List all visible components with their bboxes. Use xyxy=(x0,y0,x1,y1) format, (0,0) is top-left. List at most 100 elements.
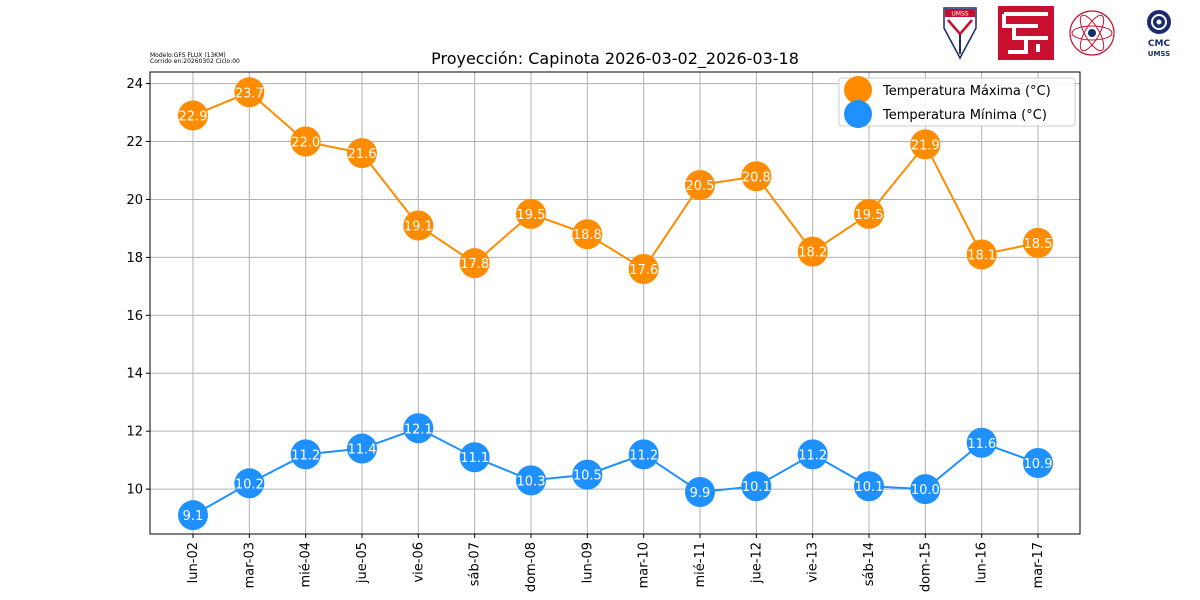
data-label: 11.4 xyxy=(348,443,377,458)
data-point xyxy=(459,442,490,473)
plot-frame xyxy=(149,71,1081,535)
legend-label: Temperatura Mínima (°C) xyxy=(882,108,1047,123)
axes: lun-02 mar-03 mié-04 jue-05 vie-06 sáb-07 dom-… xyxy=(126,77,1046,592)
data-label: 10.5 xyxy=(573,469,602,484)
legend-box xyxy=(838,77,1076,127)
x-tick-label: mié-11 xyxy=(693,542,708,588)
series-layer: 22.9 23.7 22.0 21.6 19.1 17.8 19.5 18.8 17.6 20.5… xyxy=(178,77,1053,531)
data-point xyxy=(290,126,321,157)
data-point xyxy=(347,433,377,464)
chart-title: Proyección: Capinota 2026-03-02_2026-03-… xyxy=(431,49,799,69)
data-point xyxy=(1023,227,1053,258)
legend-marker xyxy=(844,76,872,104)
data-point xyxy=(910,474,941,505)
data-label: 9.9 xyxy=(690,486,711,501)
series-line xyxy=(192,91,1039,271)
x-tick-label: lun-09 xyxy=(580,542,595,583)
data-label: 19.1 xyxy=(404,220,433,235)
data-label: 11.6 xyxy=(967,437,996,452)
data-label: 17.8 xyxy=(460,257,489,272)
data-label: 10.0 xyxy=(911,483,940,498)
x-tick-label: sáb-14 xyxy=(862,542,877,586)
data-label: 10.3 xyxy=(517,474,546,489)
data-label: 11.2 xyxy=(291,448,320,463)
x-tick-label: sáb-07 xyxy=(468,542,483,586)
data-label: 18.1 xyxy=(967,248,996,263)
red-emblem-logo xyxy=(998,6,1054,60)
data-point xyxy=(403,413,434,444)
data-label: 11.2 xyxy=(798,448,827,463)
data-point xyxy=(516,465,546,496)
data-label: 19.5 xyxy=(517,208,546,223)
data-point xyxy=(1023,448,1053,479)
data-label: 12.1 xyxy=(404,422,433,437)
data-label: 18.2 xyxy=(798,246,827,261)
x-tick-label: jue-05 xyxy=(355,542,370,584)
series-max: 22.9 23.7 22.0 21.6 19.1 17.8 19.5 18.8 17.6 20.5… xyxy=(178,77,1053,284)
cmc-logo-text: CMC xyxy=(1148,39,1171,49)
atomic-seal-logo xyxy=(1069,10,1115,56)
data-label: 22.0 xyxy=(291,136,320,151)
data-label: 20.8 xyxy=(742,170,771,185)
data-label: 21.9 xyxy=(911,138,940,153)
legend-marker xyxy=(844,100,872,128)
y-tick-label: 10 xyxy=(126,483,143,498)
data-point xyxy=(178,500,208,531)
x-tick-label: dom-08 xyxy=(524,542,539,592)
x-tick-label: mar-10 xyxy=(637,542,652,588)
data-point xyxy=(290,439,321,470)
legend: Temperatura Máxima (°C) Temperatura Mínim… xyxy=(838,76,1076,128)
y-tick-label: 22 xyxy=(126,135,143,150)
data-label: 10.2 xyxy=(235,477,264,492)
y-tick-label: 16 xyxy=(126,309,143,324)
data-point xyxy=(459,248,490,279)
data-label: 18.8 xyxy=(573,228,602,243)
y-tick-label: 24 xyxy=(126,77,143,92)
x-tick-label: vie-06 xyxy=(411,542,426,583)
data-label: 19.5 xyxy=(855,208,884,223)
data-label: 18.5 xyxy=(1024,237,1053,252)
data-point xyxy=(234,468,265,499)
data-point xyxy=(234,77,265,108)
data-point xyxy=(741,161,772,192)
data-point xyxy=(572,219,603,250)
data-point xyxy=(741,471,772,502)
data-label: 10.1 xyxy=(855,480,884,495)
data-label: 11.1 xyxy=(460,451,489,466)
data-label: 10.9 xyxy=(1024,457,1053,472)
data-point xyxy=(572,459,603,490)
run-info: Corrido en:20260302 Ciclo:00 xyxy=(150,58,240,65)
data-label: 17.6 xyxy=(629,263,658,278)
y-tick-label: 12 xyxy=(126,425,143,440)
data-point xyxy=(685,169,715,200)
data-label: 11.2 xyxy=(629,448,658,463)
data-point xyxy=(797,236,828,267)
data-label: 23.7 xyxy=(235,86,264,101)
y-tick-label: 18 xyxy=(126,251,143,266)
data-point xyxy=(628,439,659,470)
legend-label: Temperatura Máxima (°C) xyxy=(882,84,1051,99)
data-label: 22.9 xyxy=(179,109,208,124)
x-tick-label: lun-02 xyxy=(186,542,201,583)
x-tick-label: mié-04 xyxy=(299,542,314,588)
data-point xyxy=(854,198,884,229)
series-line xyxy=(192,427,1039,517)
data-point xyxy=(966,239,997,270)
data-point xyxy=(516,198,546,229)
data-point xyxy=(797,439,828,470)
data-label: 10.1 xyxy=(742,480,771,495)
umss-subtext: UMSS xyxy=(1148,50,1170,58)
y-tick-label: 20 xyxy=(126,193,143,208)
umss-shield-logo: UMSS xyxy=(943,7,977,60)
model-info: Modelo:GFS FLUX (13KM) xyxy=(150,52,226,59)
umss-logo-text: UMSS xyxy=(951,11,968,18)
data-label: 9.1 xyxy=(183,509,204,524)
data-label: 21.6 xyxy=(348,147,377,162)
x-tick-label: mar-03 xyxy=(242,542,257,588)
data-point xyxy=(910,129,941,160)
data-point xyxy=(966,427,997,458)
data-point xyxy=(403,210,434,241)
data-point xyxy=(628,253,659,284)
x-tick-label: dom-15 xyxy=(918,542,933,592)
